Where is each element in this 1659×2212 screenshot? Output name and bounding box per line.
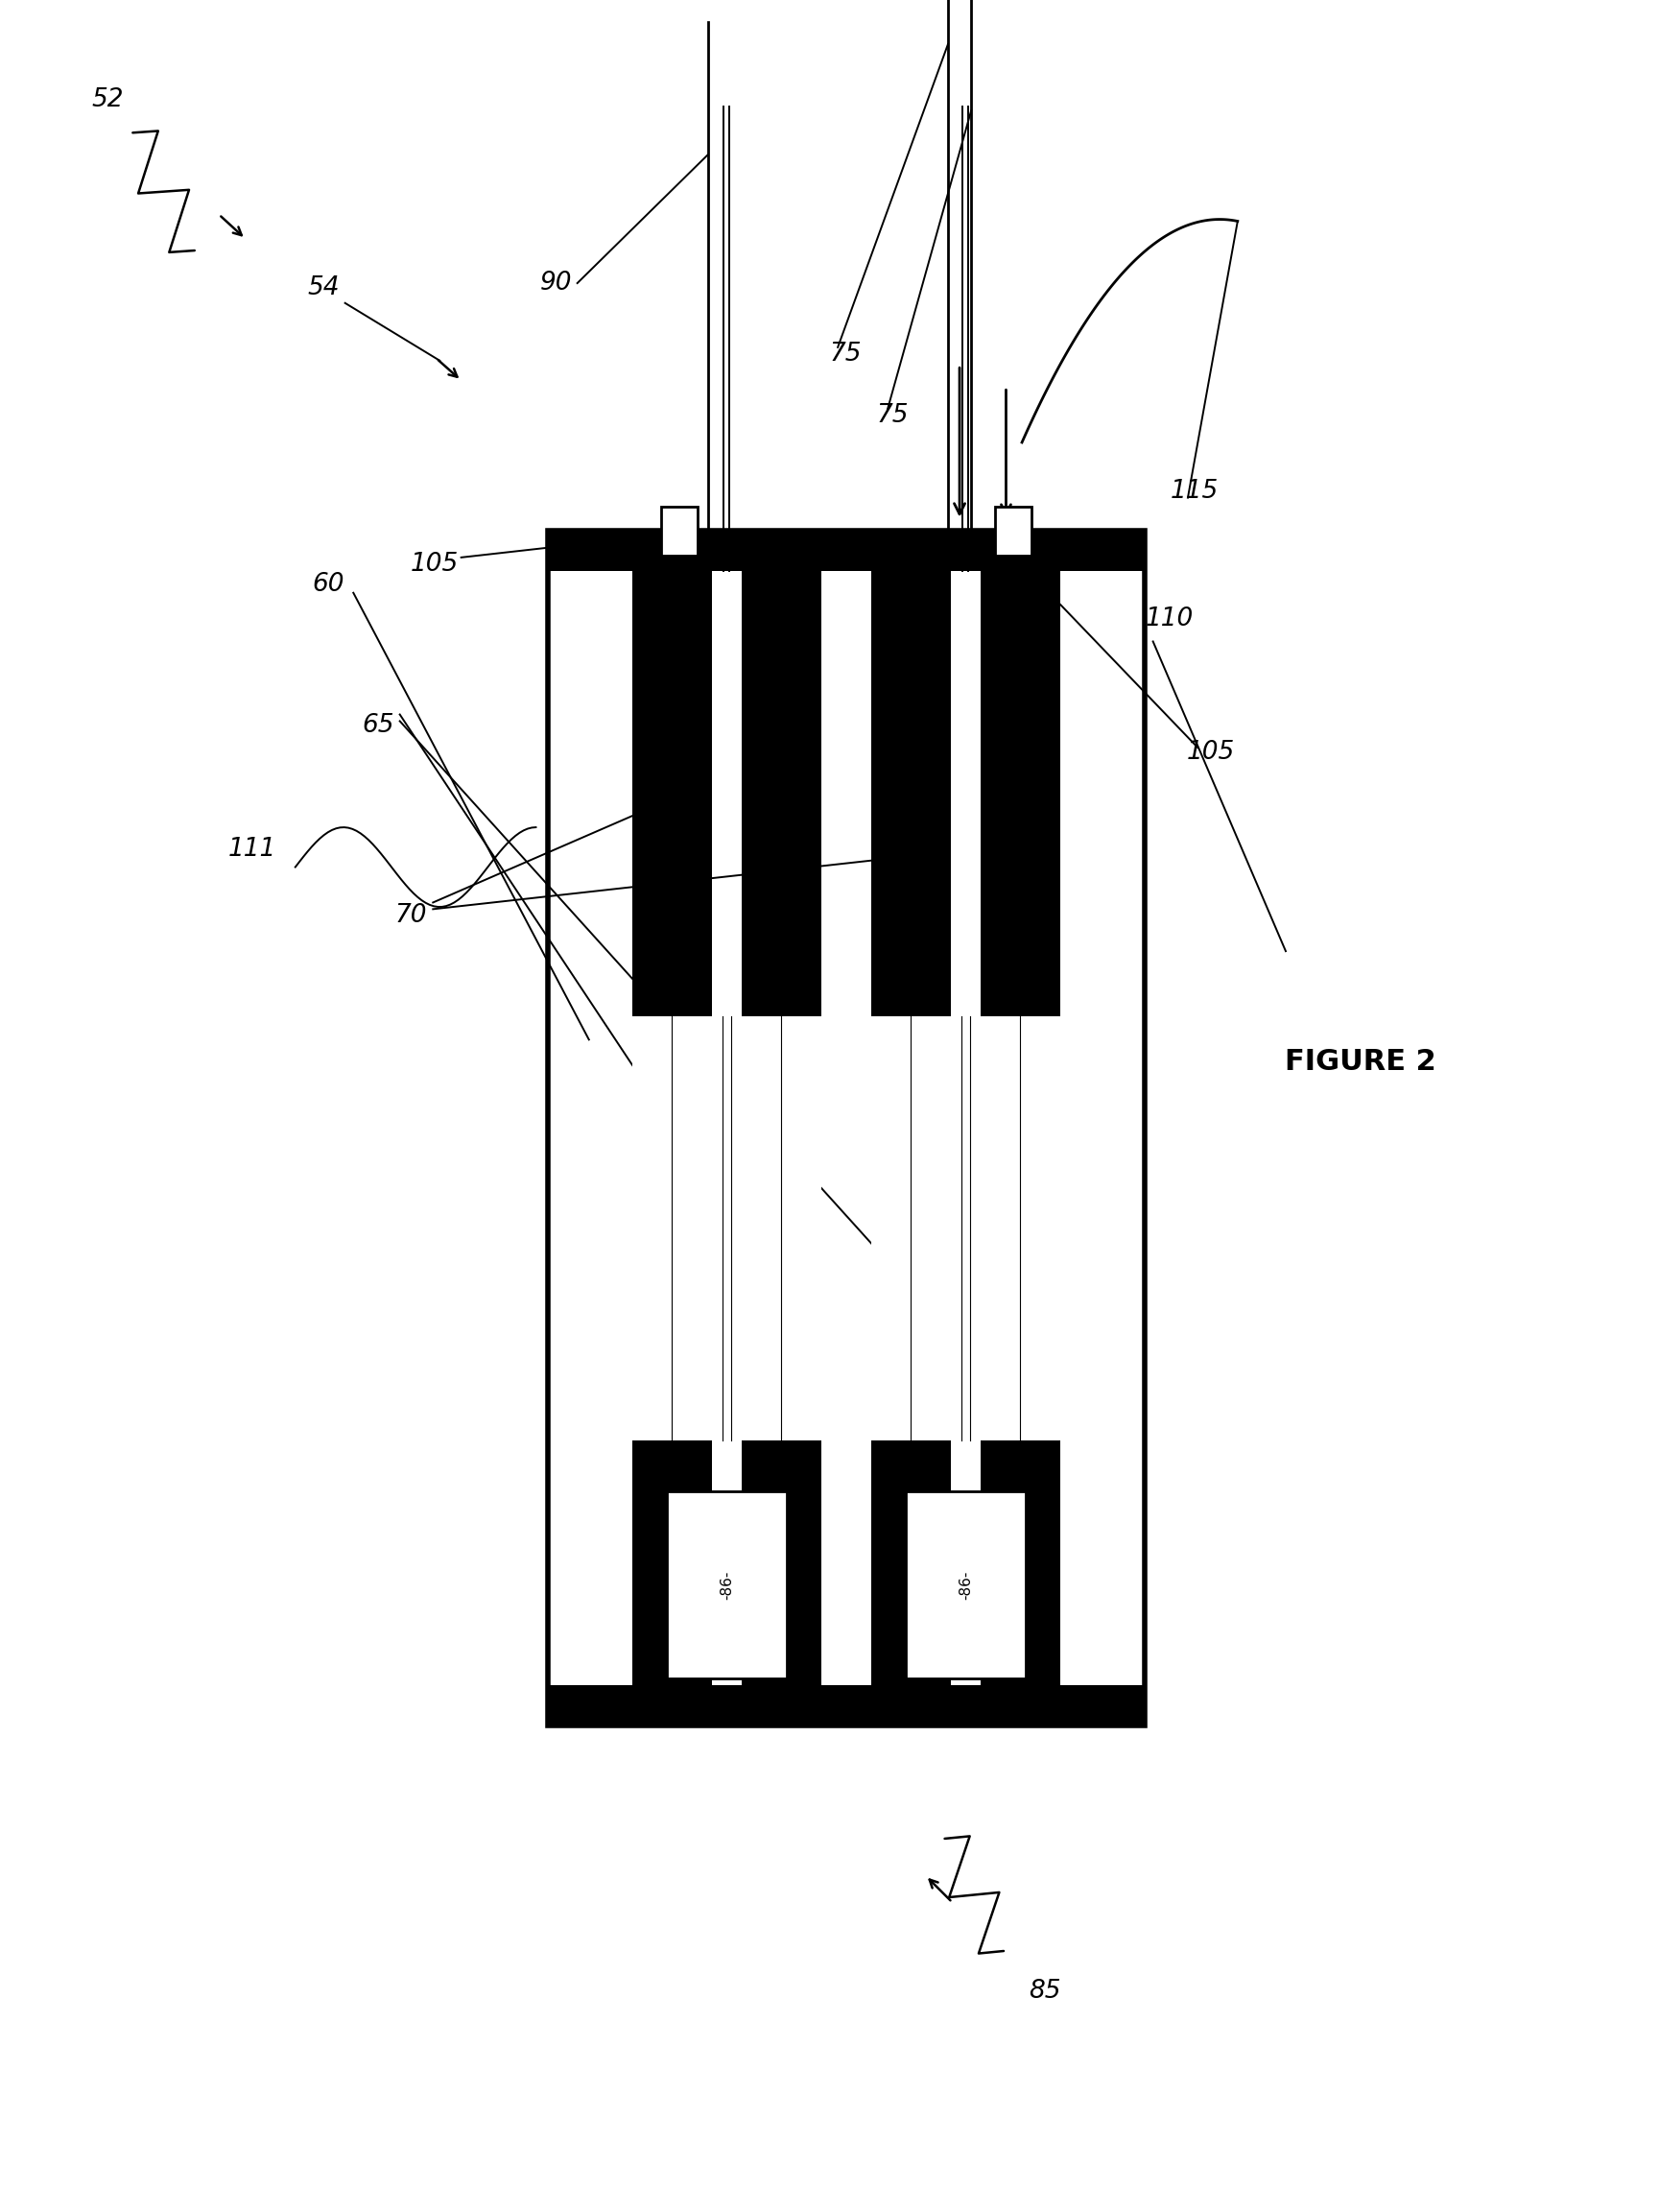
Text: 65: 65 bbox=[362, 712, 395, 739]
Bar bbox=[980, 571, 1060, 1018]
Text: -86-: -86- bbox=[720, 1571, 733, 1599]
Bar bbox=[871, 1440, 951, 1686]
Bar bbox=[871, 1018, 1060, 1440]
Text: 52: 52 bbox=[91, 86, 124, 113]
Text: 115: 115 bbox=[1170, 478, 1219, 504]
Text: 75: 75 bbox=[876, 403, 909, 429]
Bar bbox=[742, 571, 821, 1018]
Text: 110: 110 bbox=[1145, 606, 1194, 633]
Bar bbox=[547, 531, 1145, 571]
Bar bbox=[995, 507, 1032, 555]
Text: FIGURE 2: FIGURE 2 bbox=[1284, 1048, 1437, 1075]
Bar bbox=[871, 571, 951, 1018]
Text: 111: 111 bbox=[227, 836, 277, 863]
Bar bbox=[547, 531, 1145, 1725]
Text: 54: 54 bbox=[307, 274, 340, 301]
Bar bbox=[667, 1491, 786, 1679]
Text: 105: 105 bbox=[410, 551, 460, 577]
Bar bbox=[632, 571, 712, 1018]
Text: 60: 60 bbox=[312, 571, 345, 597]
Bar bbox=[980, 1440, 1060, 1686]
Text: 105: 105 bbox=[1186, 739, 1236, 765]
Text: 85: 85 bbox=[1029, 1978, 1062, 2004]
Bar bbox=[660, 507, 697, 555]
Bar bbox=[632, 1018, 821, 1440]
Text: 70: 70 bbox=[395, 902, 428, 929]
Bar bbox=[632, 1440, 712, 1686]
Text: -86-: -86- bbox=[959, 1571, 972, 1599]
Bar bbox=[547, 1686, 1145, 1725]
Text: 90: 90 bbox=[539, 270, 572, 296]
Bar bbox=[906, 1491, 1025, 1679]
Bar bbox=[742, 1440, 821, 1686]
Text: 75: 75 bbox=[830, 341, 863, 367]
